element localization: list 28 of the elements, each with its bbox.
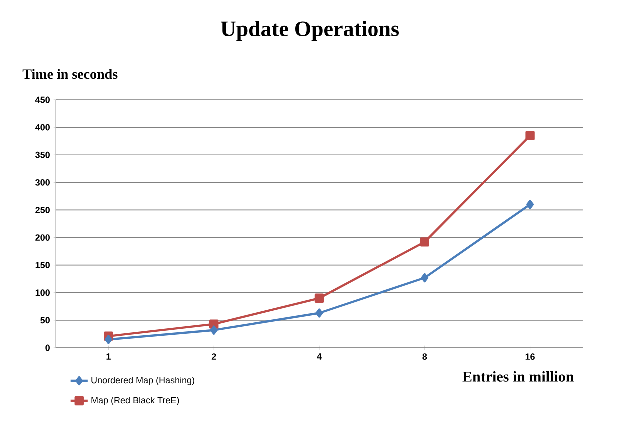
legend-label: Map (Red Black TreE) xyxy=(92,397,180,406)
y-tick-label: 150 xyxy=(36,262,50,269)
x-tick-label: 4 xyxy=(317,354,322,360)
y-tick-label: 50 xyxy=(40,317,50,324)
y-tick-label: 300 xyxy=(36,179,50,186)
point xyxy=(104,335,112,344)
point xyxy=(421,273,429,283)
y-tick-label: 100 xyxy=(36,290,50,296)
point xyxy=(314,294,324,303)
point xyxy=(210,326,218,335)
legend-label: Unordered Map (Hashing) xyxy=(92,376,194,386)
point xyxy=(526,131,535,140)
y-axis-title: Time in seconds xyxy=(22,69,118,80)
x-tick-label: 8 xyxy=(422,354,428,360)
y-tick-label: 0 xyxy=(46,344,50,352)
x-tick-label: 2 xyxy=(212,354,216,360)
x-tick-label: 1 xyxy=(106,354,111,360)
x-axis-title: Entries in million xyxy=(462,371,574,382)
chart-title: Update Operations xyxy=(221,21,399,41)
y-tick-label: 400 xyxy=(35,124,50,131)
y-tick-label: 200 xyxy=(36,234,50,241)
y-tick-label: 350 xyxy=(36,152,50,158)
y-tick-label: 250 xyxy=(36,207,50,214)
point xyxy=(420,238,430,247)
x-tick-label: 16 xyxy=(526,354,535,360)
y-tick-label: 450 xyxy=(35,96,50,104)
point xyxy=(316,308,324,318)
point xyxy=(526,200,534,210)
